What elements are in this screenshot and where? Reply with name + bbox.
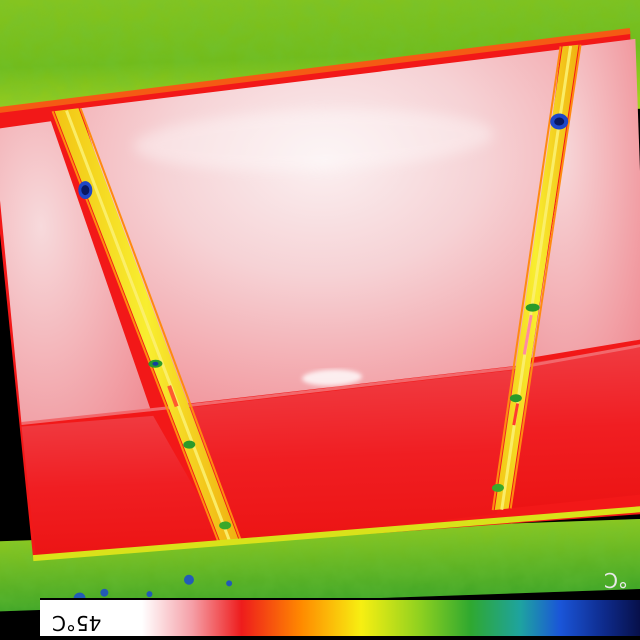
left-panel-lower xyxy=(21,415,226,559)
top-frame xyxy=(0,28,631,115)
bottom-frame xyxy=(32,505,640,562)
right-panel-lower xyxy=(506,346,640,509)
rotated-thermal-frame xyxy=(0,0,640,612)
frame-clamps xyxy=(78,113,569,530)
temperature-min-label: °C xyxy=(604,568,628,592)
left-panel-upper xyxy=(0,121,152,423)
temperature-max-label: 45°C xyxy=(52,611,102,635)
right-panel-upper xyxy=(531,38,640,358)
center-panel-lower xyxy=(177,368,522,544)
temperature-scale-bar xyxy=(40,598,640,640)
row-seam xyxy=(21,343,640,425)
